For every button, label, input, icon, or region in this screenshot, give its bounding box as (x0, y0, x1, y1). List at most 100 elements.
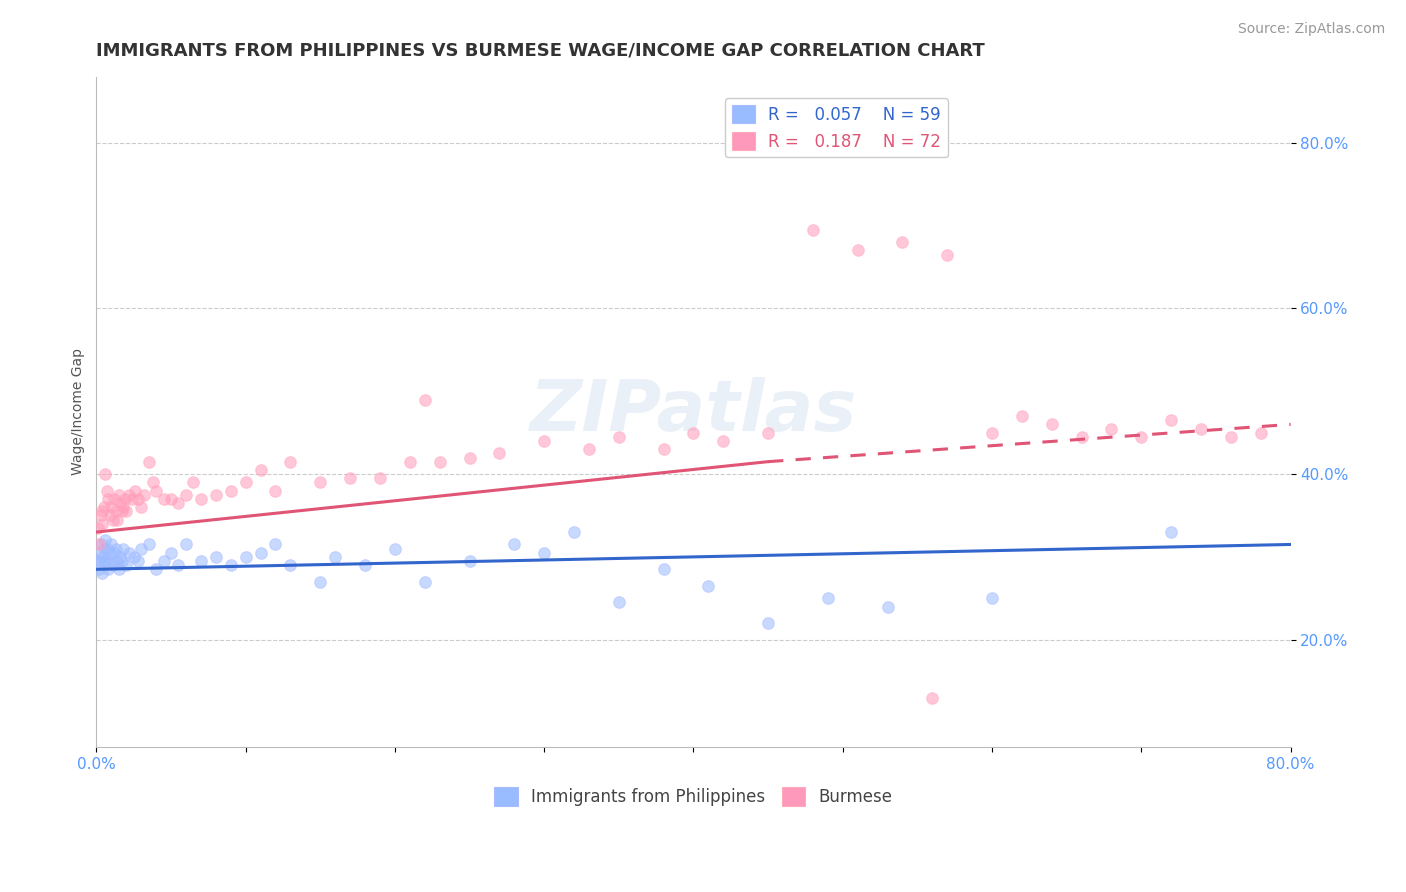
Point (111, 554, 134, 568)
Point (160, 546, 183, 560)
Point (249, 463, 271, 477)
Point (607, 430, 630, 444)
Point (115, 504, 138, 518)
Point (91, 566, 114, 581)
Point (93, 541, 115, 556)
Point (174, 537, 197, 551)
Point (98, 508, 121, 523)
Point (100, 554, 122, 568)
Point (110, 496, 132, 510)
Point (503, 537, 526, 551)
Point (152, 554, 174, 568)
Point (219, 558, 242, 573)
Point (96, 483, 118, 498)
Point (219, 483, 242, 498)
Point (756, 425, 779, 440)
Point (429, 455, 451, 469)
Point (280, 558, 302, 573)
Point (204, 549, 226, 564)
Point (174, 488, 197, 502)
Point (134, 488, 156, 502)
Point (98, 546, 121, 560)
Point (264, 483, 287, 498)
Point (94, 467, 117, 481)
Point (167, 496, 190, 510)
Point (87, 554, 110, 568)
Text: IMMIGRANTS FROM PHILIPPINES VS BURMESE WAGE/INCOME GAP CORRELATION CHART: IMMIGRANTS FROM PHILIPPINES VS BURMESE W… (97, 42, 986, 60)
Point (578, 442, 600, 457)
Point (97, 491, 120, 506)
Point (107, 488, 129, 502)
Point (114, 491, 136, 506)
Point (129, 541, 152, 556)
Point (127, 491, 149, 506)
Point (145, 562, 167, 576)
Point (652, 442, 675, 457)
Point (817, 591, 839, 606)
Point (104, 541, 127, 556)
Point (127, 554, 149, 568)
Point (398, 455, 420, 469)
Point (697, 579, 720, 593)
Point (204, 488, 226, 502)
Point (90, 508, 112, 523)
Point (101, 513, 124, 527)
Point (384, 541, 406, 556)
Point (142, 475, 165, 490)
Point (183, 475, 205, 490)
Point (309, 475, 332, 490)
Point (90, 554, 112, 568)
Point (94, 533, 117, 548)
Point (145, 483, 167, 498)
Point (97, 562, 120, 576)
Point (1070, 430, 1092, 444)
Point (1130, 430, 1153, 444)
Point (876, 599, 898, 614)
Point (354, 558, 377, 573)
Point (280, 455, 302, 469)
Point (190, 491, 212, 506)
Point (96, 541, 118, 556)
Point (152, 491, 174, 506)
Point (112, 500, 135, 515)
Point (891, 235, 914, 250)
Point (94, 554, 117, 568)
Point (87, 521, 110, 535)
Point (138, 537, 160, 551)
Point (801, 223, 824, 237)
Point (129, 500, 152, 515)
Point (93, 554, 115, 568)
Point (90, 537, 112, 551)
Point (110, 549, 132, 564)
Point (309, 574, 332, 589)
Point (107, 562, 129, 576)
Point (91, 516, 114, 531)
Point (981, 591, 1004, 606)
Point (100, 500, 122, 515)
Point (1160, 524, 1182, 539)
Y-axis label: Wage/Income Gap: Wage/Income Gap (72, 349, 86, 475)
Point (1011, 409, 1033, 423)
Point (115, 558, 138, 573)
Point (264, 537, 287, 551)
Point (167, 558, 190, 573)
Point (89, 546, 111, 560)
Point (488, 446, 510, 460)
Point (682, 425, 704, 440)
Point (846, 244, 869, 258)
Point (89, 537, 111, 551)
Point (1040, 417, 1063, 432)
Point (118, 546, 141, 560)
Point (160, 491, 183, 506)
Point (101, 558, 124, 573)
Point (533, 546, 555, 560)
Point (235, 475, 257, 490)
Text: Source: ZipAtlas.com: Source: ZipAtlas.com (1237, 22, 1385, 37)
Point (458, 554, 481, 568)
Point (105, 554, 128, 568)
Point (138, 455, 160, 469)
Point (1219, 430, 1241, 444)
Point (121, 491, 143, 506)
Point (562, 524, 585, 539)
Point (93, 500, 115, 515)
